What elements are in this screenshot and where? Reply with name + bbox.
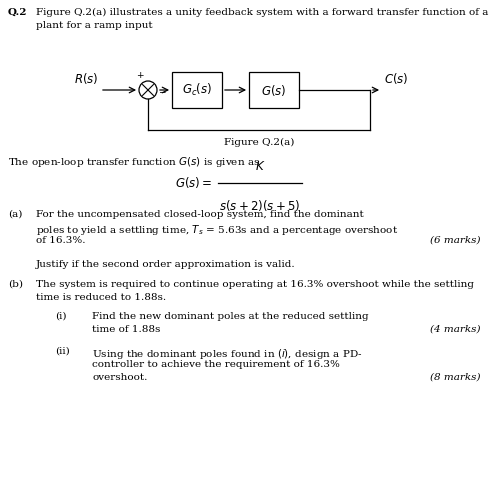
Text: of 16.3%.: of 16.3%.: [36, 236, 85, 245]
Text: (i): (i): [55, 312, 67, 321]
Text: $C(s)$: $C(s)$: [384, 72, 409, 86]
Text: Using the dominant poles found in $(i)$, design a PD-: Using the dominant poles found in $(i)$,…: [92, 347, 363, 361]
Text: (a): (a): [8, 210, 23, 219]
Text: $s(s+2)(s+5)$: $s(s+2)(s+5)$: [219, 198, 301, 213]
Text: (6 marks): (6 marks): [430, 236, 480, 245]
Text: poles to yield a settling time, $T_s$ = 5.63s and a percentage overshoot: poles to yield a settling time, $T_s$ = …: [36, 223, 398, 237]
Text: (4 marks): (4 marks): [430, 325, 480, 334]
Bar: [249, 72, 299, 108]
Text: (ii): (ii): [55, 347, 70, 356]
Text: $G(s) =$: $G(s) =$: [175, 176, 212, 191]
Text: For the uncompensated closed-loop system, find the dominant: For the uncompensated closed-loop system…: [36, 210, 364, 219]
Text: Find the new dominant poles at the reduced settling: Find the new dominant poles at the reduc…: [92, 312, 368, 321]
Text: The system is required to continue operating at 16.3% overshoot while the settli: The system is required to continue opera…: [36, 280, 474, 289]
Text: The open-loop transfer function $G(s)$ is given as: The open-loop transfer function $G(s)$ i…: [8, 155, 260, 169]
Text: Q.2: Q.2: [8, 8, 27, 17]
Text: Figure Q.2(a): Figure Q.2(a): [224, 138, 294, 147]
Text: overshoot.: overshoot.: [92, 373, 147, 382]
Text: −: −: [158, 87, 166, 96]
Text: +: +: [136, 71, 144, 80]
Text: time of 1.88s: time of 1.88s: [92, 325, 160, 334]
Bar: [172, 72, 222, 108]
Text: (8 marks): (8 marks): [430, 373, 480, 382]
Text: Figure Q.2(a) illustrates a unity feedback system with a forward transfer functi: Figure Q.2(a) illustrates a unity feedba…: [36, 8, 489, 17]
Text: controller to achieve the requirement of 16.3%: controller to achieve the requirement of…: [92, 360, 340, 369]
Text: Justify if the second order approximation is valid.: Justify if the second order approximatio…: [36, 260, 295, 269]
Text: $K$: $K$: [255, 160, 265, 173]
Text: plant for a ramp input: plant for a ramp input: [36, 21, 152, 30]
Text: time is reduced to 1.88s.: time is reduced to 1.88s.: [36, 293, 166, 302]
Text: $R(s)$: $R(s)$: [74, 72, 98, 86]
Text: $G(s)$: $G(s)$: [261, 83, 287, 97]
Text: $G_c(s)$: $G_c(s)$: [182, 82, 212, 98]
Text: (b): (b): [8, 280, 23, 289]
